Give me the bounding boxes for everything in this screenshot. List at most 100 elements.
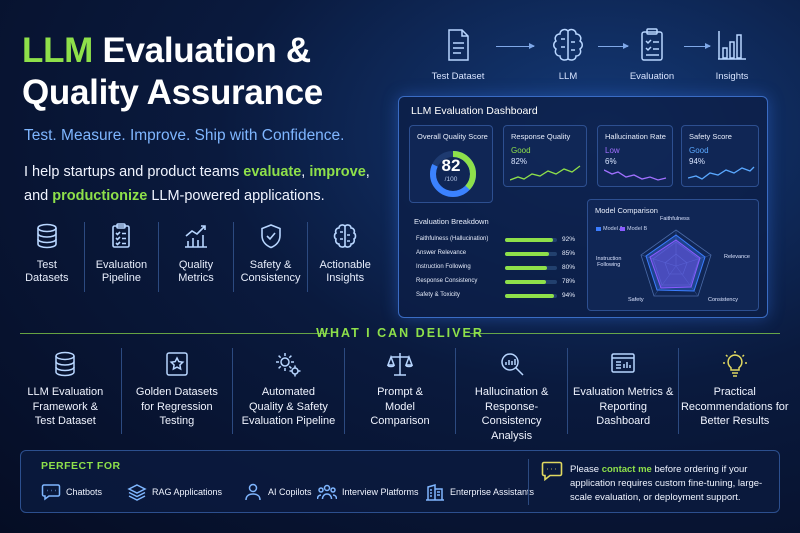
breakdown-label: Safety & Toxicity xyxy=(416,292,460,298)
use-case-label: RAG Applications xyxy=(152,487,223,497)
breakdown-label: Response Consistency xyxy=(416,278,478,284)
deliverable-hallucination: Hallucination & Response-Consistency Ana… xyxy=(456,348,568,442)
evaluation-dashboard: LLM Evaluation Dashboard Overall Quality… xyxy=(398,96,768,318)
hallucination-rate-card: Hallucination Rate Low 6% xyxy=(597,125,673,187)
use-case-copilots: AI Copilots xyxy=(243,483,312,501)
card-status: Low xyxy=(605,146,620,155)
intro-keyword-evaluate: evaluate xyxy=(243,164,302,180)
breakdown-row: Answer Relevance 85% xyxy=(409,248,581,260)
breakdown-label: Answer Relevance xyxy=(416,250,467,256)
note-text: before ordering if your application requ… xyxy=(570,464,763,503)
shield-icon xyxy=(260,224,281,249)
legend-model-a: Model A xyxy=(596,226,623,232)
radar-label: Consistency xyxy=(708,297,738,303)
card-label: Safety Score xyxy=(689,132,732,141)
overall-score-card: Overall Quality Score 82 /100 xyxy=(409,125,493,203)
gears-icon xyxy=(276,353,301,377)
database-icon xyxy=(36,223,57,249)
flow-step-evaluation: Evaluation xyxy=(622,26,682,82)
feature-safety: Safety & Consistency xyxy=(234,222,309,292)
perfect-for-title: PERFECT FOR xyxy=(41,460,121,472)
contact-me-link[interactable]: contact me xyxy=(601,464,652,475)
breakdown-value: 85% xyxy=(561,250,575,257)
panel-divider xyxy=(528,459,529,505)
title-accent: LLM xyxy=(22,31,94,70)
contact-note: Please contact me before ordering if you… xyxy=(570,463,770,505)
flow-label: Insights xyxy=(715,71,749,82)
scales-icon xyxy=(386,353,414,376)
document-icon xyxy=(448,29,469,61)
breakdown-label: Instruction Following xyxy=(416,264,471,270)
breakdown-bar xyxy=(505,280,557,284)
radar-label: Relevance xyxy=(724,254,750,260)
gauge-arc-accent xyxy=(430,151,476,197)
breakdown-fill xyxy=(505,252,550,256)
clipboard-icon xyxy=(641,28,663,61)
lightbulb-icon xyxy=(722,351,747,377)
deliverable-label: Automated Quality & Safety Evaluation Pi… xyxy=(241,386,336,427)
use-case-rag: RAG Applications xyxy=(127,483,222,501)
overall-score-value: 82 xyxy=(441,156,461,175)
breakdown-fill xyxy=(505,280,546,284)
intro-keyword-productionize: productionize xyxy=(52,188,148,204)
chart-icon xyxy=(184,225,207,248)
use-case-label: Interview Platforms xyxy=(342,487,419,497)
feature-label: Actionable Insights xyxy=(319,259,371,284)
breakdown-fill xyxy=(505,294,554,298)
message-icon xyxy=(541,461,563,481)
model-comparison-panel: Model Comparison Model A Model B Faithfu… xyxy=(587,199,759,311)
layers-icon xyxy=(127,484,147,501)
feature-row: Test Datasets Evaluation Pipeline Qualit… xyxy=(10,222,382,292)
flow-arrow xyxy=(598,43,629,49)
breakdown-bar xyxy=(505,266,557,270)
feature-evaluation-pipeline: Evaluation Pipeline xyxy=(85,222,160,292)
brain-icon xyxy=(333,224,357,248)
deliverables-row: LLM Evaluation Framework & Test Dataset … xyxy=(10,348,790,442)
breakdown-bar xyxy=(505,294,557,298)
sparkline xyxy=(510,165,581,181)
dashboard-icon xyxy=(611,353,635,373)
breakdown-value: 80% xyxy=(561,264,575,271)
bar-chart-icon xyxy=(718,31,746,60)
breakdown-row: Instruction Following 80% xyxy=(409,262,581,274)
feature-label: Test Datasets xyxy=(25,259,69,284)
intro-text: I help startups and product teams evalua… xyxy=(24,160,384,208)
breakdown-value: 78% xyxy=(561,278,575,285)
database-icon xyxy=(55,351,76,377)
breakdown-fill xyxy=(505,266,547,270)
card-value: 82% xyxy=(511,157,528,166)
card-status: Good xyxy=(511,146,531,155)
overall-score-label: Overall Quality Score xyxy=(417,132,488,141)
sparkline xyxy=(688,166,755,180)
intro-keyword-improve: improve xyxy=(309,164,366,180)
flow-label: LLM xyxy=(558,71,578,82)
breakdown-panel: Evaluation Breakdown Faithfulness (Hallu… xyxy=(409,213,581,309)
feature-test-datasets: Test Datasets xyxy=(10,222,85,292)
deliverable-label: Prompt & Model Comparison xyxy=(370,386,430,427)
radar-label: Safety xyxy=(628,297,644,303)
title-line1: Evaluation & xyxy=(93,31,311,70)
flow-arrow xyxy=(496,43,535,49)
section-header: WHAT I CAN DELIVER xyxy=(0,324,800,342)
checklist-icon xyxy=(112,223,131,248)
intro-part: and xyxy=(24,188,53,204)
breakdown-bar xyxy=(505,252,557,256)
section-title: WHAT I CAN DELIVER xyxy=(316,326,484,340)
flow-arrow xyxy=(684,43,711,49)
chat-icon xyxy=(41,484,61,501)
overall-score-max: /100 xyxy=(444,176,458,183)
flow-step-insights: Insights xyxy=(702,26,762,82)
safety-score-card: Safety Score Good 94% xyxy=(681,125,759,187)
legend-model-b: Model B xyxy=(620,226,647,232)
deliverable-pipeline: Automated Quality & Safety Evaluation Pi… xyxy=(233,348,345,434)
magnifier-chart-icon xyxy=(500,353,524,376)
breakdown-value: 94% xyxy=(561,292,575,299)
breakdown-row: Response Consistency 78% xyxy=(409,276,581,288)
group-icon xyxy=(317,484,337,500)
use-case-label: AI Copilots xyxy=(268,487,312,497)
perfect-for-panel: PERFECT FOR Chatbots RAG Applications AI… xyxy=(20,450,780,513)
flow-step-test-dataset: Test Dataset xyxy=(428,26,488,82)
intro-part: I help startups and product teams xyxy=(24,164,244,180)
use-case-label: Enterprise Assistants xyxy=(450,487,535,497)
deliverable-label: Golden Datasets for Regression Testing xyxy=(135,386,218,427)
